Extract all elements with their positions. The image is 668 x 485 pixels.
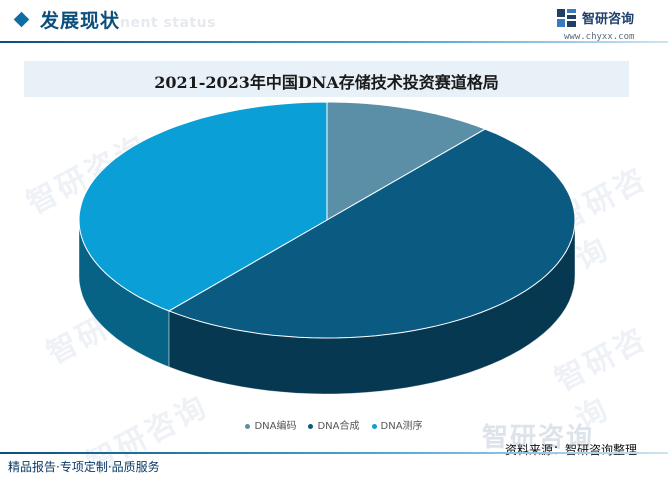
pie-slice-DNA编码 [326,101,487,221]
chart-title-bar: 2021-2023年中国DNA存储技术投资赛道格局 [24,61,629,97]
source-note: 资料来源：智研咨询整理 [505,443,638,457]
pie-slice-DNA测序 [78,101,328,312]
legend-item: DNA编码 [245,417,296,432]
legend-swatch [245,423,251,429]
header-divider [0,41,668,43]
section-title: 发展现状 [40,10,121,32]
legend-swatch [308,423,314,429]
brand-logo-icon [557,9,576,27]
legend-item: DNA合成 [308,417,360,432]
legend-swatch [371,423,377,429]
legend-item: DNA测序 [371,417,423,432]
brand-name: 智研咨询 [582,12,635,27]
chart-legend: DNA编码 DNA合成 DNA测序 [0,417,668,432]
legend-label: DNA测序 [380,421,423,432]
section-subtitle: nent status [120,15,216,31]
page-header: nent status 发展现状 智研咨询 www.chyxx.com [0,0,668,50]
pie-slice-DNA合成 [167,128,576,339]
brand-url: www.chyxx.com [564,32,635,42]
brand: 智研咨询 www.chyxx.com [556,6,664,42]
footer-divider [0,452,668,454]
legend-label: DNA编码 [254,421,297,432]
legend-label: DNA合成 [317,421,360,432]
chart-title: 2021-2023年中国DNA存储技术投资赛道格局 [154,73,499,92]
footer-tagline: 精品报告·专项定制·品质服务 [8,460,160,474]
watermark-logo-text: 智研咨询 [482,423,595,453]
